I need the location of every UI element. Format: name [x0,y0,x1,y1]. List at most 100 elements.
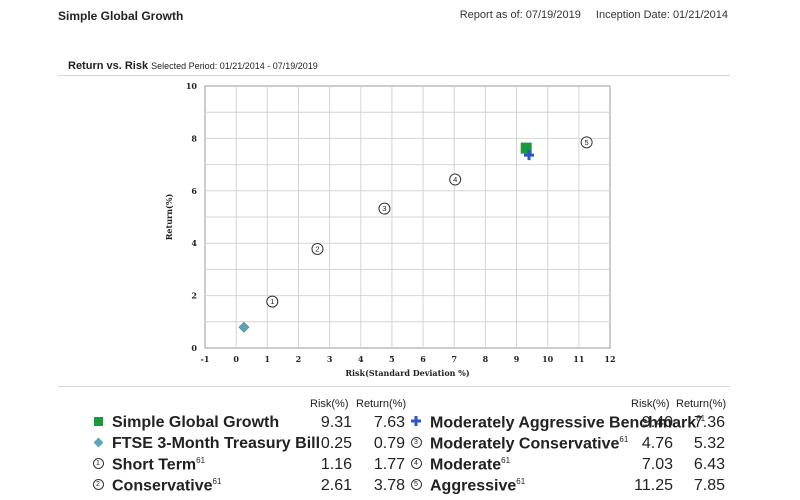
legend-circle-icon: 4 [410,457,422,469]
legend-marker [410,415,422,427]
legend-series-label: Short Term [112,456,197,474]
y-tick-label: 2 [191,291,197,301]
point-circle-4 [449,173,462,186]
legend-series-label: Moderately Conservative [430,435,620,453]
legend-header-return: Return(%) [356,398,407,410]
legend-risk-value: 9.31 [320,414,352,431]
legend-return-value: 7.85 [693,477,725,494]
section-header: Return vs. Risk Selected Period: 01/21/2… [68,60,318,72]
point-label-2: 2 [315,245,319,254]
point-treasury-bill [238,321,250,333]
x-tick-label: 0 [233,354,239,364]
point-circle-5 [580,136,593,149]
legend-marker: 5 [410,478,422,490]
legend-circle-icon: 3 [410,436,422,448]
point-circle-3 [378,202,391,215]
legend-series-name: Moderate61 [430,456,510,474]
x-tick-label: 12 [604,354,615,364]
section-divider [58,75,730,76]
x-tick-label: 7 [451,354,457,364]
x-tick-label: 10 [542,354,554,364]
legend-divider [58,386,730,387]
point-label-1: 1 [270,297,274,306]
legend-return-value: 7.36 [693,414,725,431]
x-tick-label: 6 [420,354,426,364]
legend-return-value: 5.32 [693,435,725,452]
x-axis-title: Risk(Standard Deviation %) [345,368,470,378]
y-axis-title: Return(%) [164,194,174,241]
x-tick-label: 3 [327,354,333,364]
legend-circle-icon: 2 [92,478,104,490]
legend-footnote: 61 [516,477,526,486]
legend-plus-icon [411,416,421,426]
legend-risk-value: 7.03 [641,456,673,473]
legend-return-value: 3.78 [373,477,405,494]
point-label-5: 5 [585,138,589,147]
point-label-4: 4 [453,175,457,184]
legend-footnote: 61 [619,435,629,444]
point-circle-2 [311,242,324,255]
section-title: Return vs. Risk [68,60,149,72]
point-label-3: 3 [382,204,386,213]
legend-series-label: Moderately Aggressive Benchmark [430,414,697,432]
legend-risk-value: 2.61 [320,477,352,494]
legend-risk-value: 9.40 [641,414,673,431]
legend-risk-value: 0.25 [320,435,352,452]
legend-series-name: Conservative61 [112,477,221,495]
point-circle-1 [266,295,279,308]
legend-return-value: 0.79 [373,435,405,452]
legend-footnote: 61 [501,456,511,465]
legend-series-name: Simple Global Growth [112,414,279,432]
legend-marker: 2 [92,478,104,490]
y-tick-label: 6 [191,186,197,196]
legend-risk-value: 4.76 [641,435,673,452]
legend-marker [92,415,104,427]
x-tick-label: 11 [573,354,584,364]
legend-risk-value: 1.16 [320,456,352,473]
legend-return-value: 7.63 [373,414,405,431]
x-tick-label: 9 [514,354,520,364]
legend-diamond-icon [93,437,103,447]
legend-series-label: Simple Global Growth [112,414,280,431]
legend-series-label: Aggressive [430,477,517,495]
y-tick-label: 4 [191,238,197,248]
legend-series-name: Moderately Aggressive Benchmark61 [430,414,705,432]
legend-marker [92,436,104,448]
selected-period: Selected Period: 01/21/2014 - 07/19/2019 [151,61,318,71]
legend-circle-icon: 1 [92,457,104,469]
legend-footnote: 61 [196,456,206,465]
legend-circle-icon: 5 [410,478,422,490]
legend-header-return: Return(%) [676,398,727,410]
report-meta: Report as of: 07/19/2019 Inception Date:… [460,9,728,21]
legend-square-icon [93,416,103,426]
legend-footnote: 61 [696,414,706,423]
legend-series-name: FTSE 3-Month Treasury Bill [112,435,320,453]
y-tick-label: 8 [191,133,197,143]
legend-return-value: 6.43 [693,456,725,473]
legend-return-value: 1.77 [373,456,405,473]
legend-series-name: Moderately Conservative61 [430,435,628,453]
legend-header-risk: Risk(%) [310,398,349,410]
legend-series-name: Short Term61 [112,456,205,474]
legend-header-risk: Risk(%) [631,398,670,410]
y-tick-label: 10 [186,81,198,91]
legend-series-label: FTSE 3-Month Treasury Bill [112,435,321,452]
legend-marker: 4 [410,457,422,469]
point-simple-global-growth [520,142,532,154]
point-benchmark [524,150,534,161]
y-tick-label: 0 [191,343,197,353]
legend-series-label: Conservative [112,477,213,495]
x-tick-label: 4 [358,354,364,364]
legend-marker: 3 [410,436,422,448]
legend-footnote: 61 [212,477,222,486]
legend-series-label: Moderate [430,456,502,474]
inception-date: Inception Date: 01/21/2014 [595,9,728,21]
report-title: Simple Global Growth [58,9,184,23]
legend-series-name: Aggressive61 [430,477,525,495]
x-tick-label: 8 [483,354,489,364]
x-tick-label: 2 [296,354,302,364]
x-tick-label: 1 [265,354,271,364]
report-as-of: Report as of: 07/19/2019 [459,9,581,21]
legend-marker: 1 [92,457,104,469]
